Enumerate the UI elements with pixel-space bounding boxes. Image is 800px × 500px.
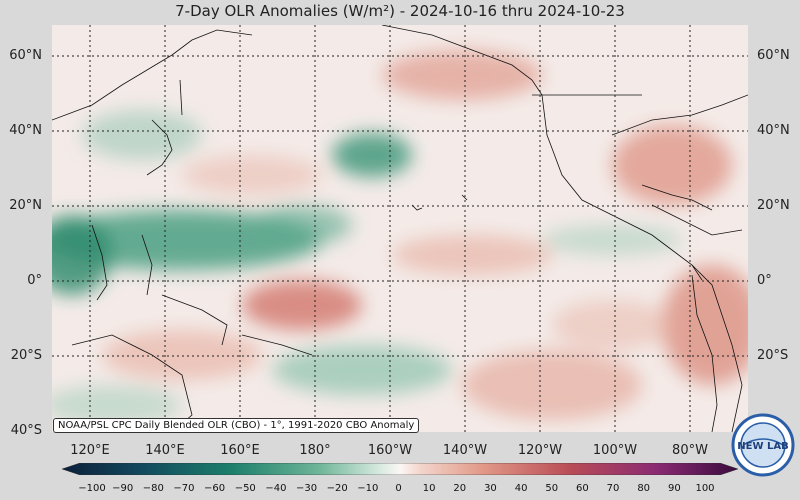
graticule (52, 25, 748, 432)
lon-label: 120°E (70, 443, 110, 458)
colorbar-tick-label: 100 (695, 483, 715, 494)
lat-label-right: 60°N (757, 48, 790, 63)
olr-anomaly-map (52, 25, 748, 432)
data-credit: NOAA/PSL CPC Daily Blended OLR (CBO) - 1… (53, 418, 420, 433)
lon-label: 80°W (672, 443, 708, 458)
lon-label: 160°W (367, 443, 413, 458)
colorbar-tick-label: −90 (112, 483, 134, 494)
colorbar-tick-label: 20 (453, 483, 467, 494)
colorbar-tick-label: 40 (514, 483, 528, 494)
colorbar-tick-label: −30 (295, 483, 318, 494)
lat-label-right: 20°N (757, 198, 790, 213)
colorbar-tick-label: 50 (545, 483, 559, 494)
colorbar-tick-label: −10 (357, 483, 379, 494)
svg-text:NEW LAB: NEW LAB (737, 441, 788, 452)
lat-label-left: 20°S (10, 348, 42, 363)
colorbar-tick-label: 30 (484, 483, 497, 494)
colorbar-tick-label: −40 (265, 483, 287, 494)
lon-label: 140°W (442, 443, 488, 458)
lon-label: 180° (299, 443, 331, 458)
colorbar-tick-label: 90 (667, 483, 681, 494)
lat-label-right: 0° (757, 273, 772, 288)
colorbar (62, 463, 738, 475)
lon-label: 160°E (220, 443, 260, 458)
lat-label-right: 20°S (757, 348, 789, 363)
lab-logo: NEW LAB (731, 413, 795, 477)
colorbar-tick-label: 60 (576, 483, 589, 494)
lon-label: 140°E (145, 443, 185, 458)
colorbar-tick-label: −100 (78, 483, 106, 494)
colorbar-tick-label: −20 (326, 483, 348, 494)
lat-label-left: 20°N (9, 198, 42, 213)
colorbar-tick-label: 0 (395, 483, 402, 494)
coastlines (52, 25, 748, 432)
colorbar-tick-label: −60 (204, 483, 226, 494)
lat-label-left: 0° (27, 273, 42, 288)
lat-label-left: 40°N (9, 123, 42, 138)
lon-label: 120°W (517, 443, 563, 458)
map-title: 7-Day OLR Anomalies (W/m²) - 2024-10-16 … (175, 2, 625, 20)
colorbar-tick-label: 80 (637, 483, 651, 494)
lon-label: 100°W (592, 443, 638, 458)
lat-label-left: 40°S (10, 423, 42, 438)
lat-label-right: 40°N (757, 123, 790, 138)
colorbar-tick-label: −70 (173, 483, 195, 494)
colorbar-tick-label: 10 (422, 483, 436, 494)
colorbar-tick-label: −50 (234, 483, 256, 494)
lat-label-left: 60°N (9, 48, 42, 63)
colorbar-tick-label: 70 (606, 483, 620, 494)
colorbar-tick-label: −80 (142, 483, 164, 494)
